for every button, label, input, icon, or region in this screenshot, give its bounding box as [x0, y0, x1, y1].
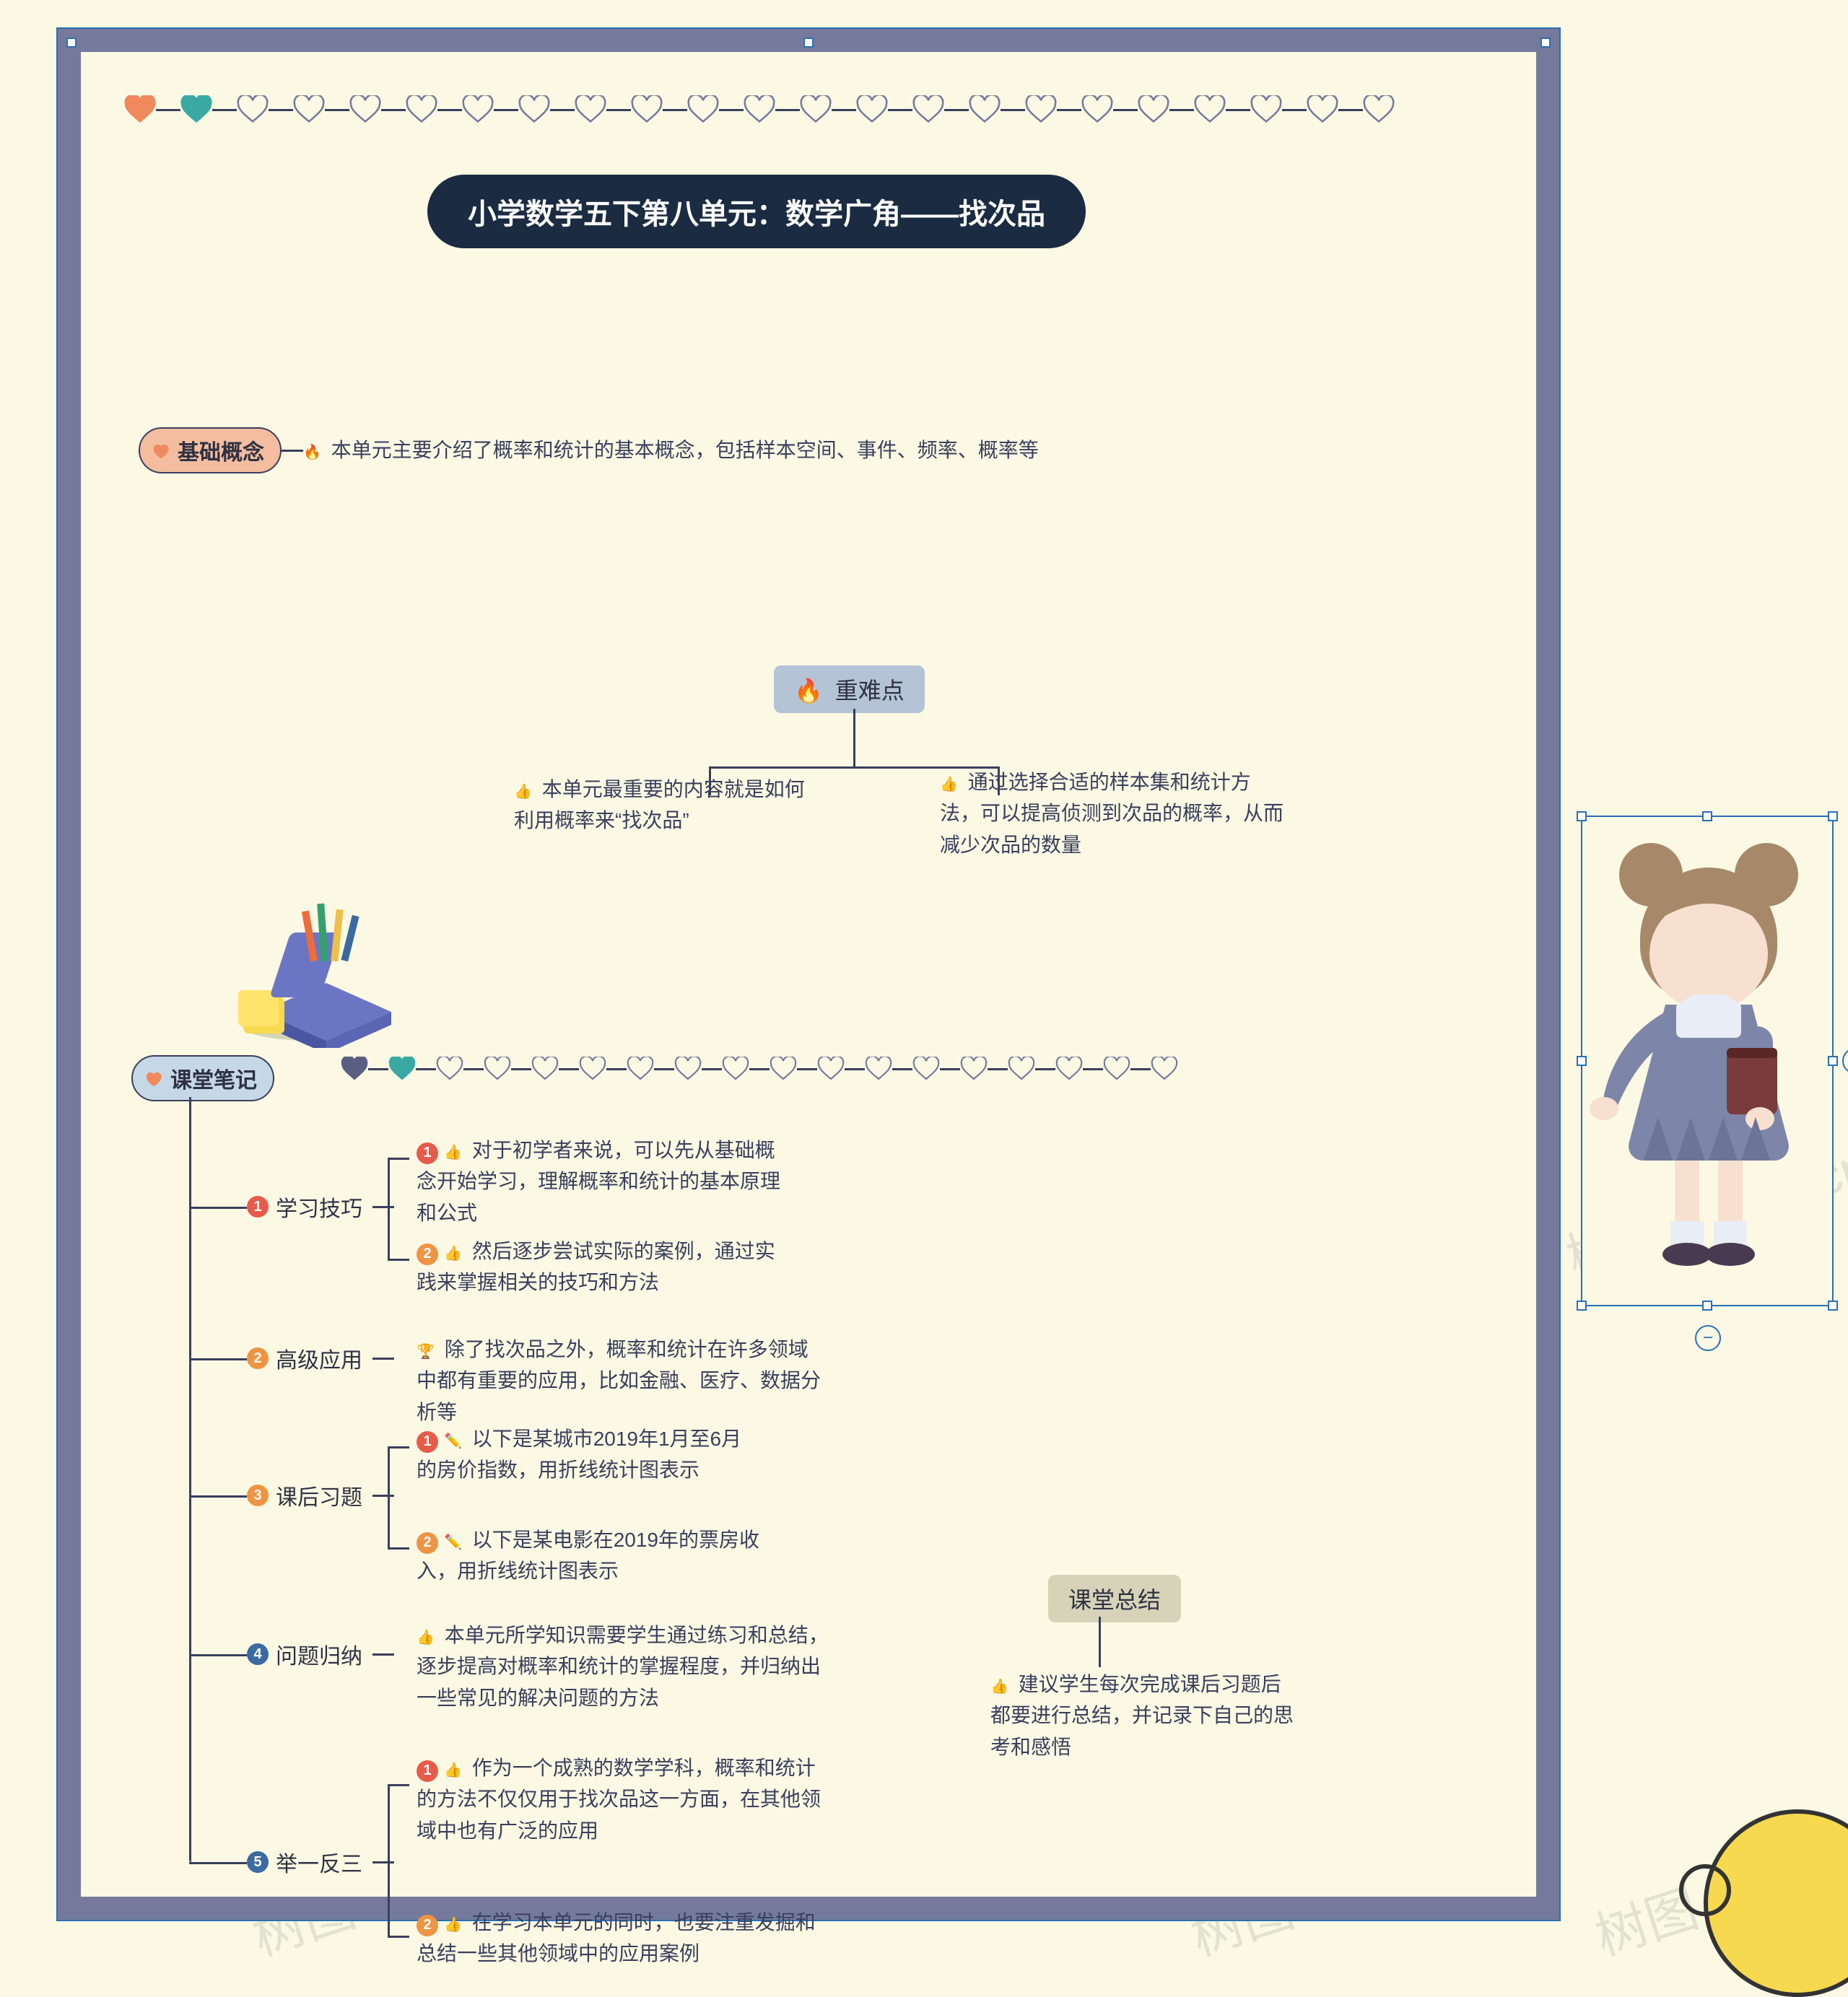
connector — [388, 1784, 409, 1786]
homework-item-2: 2✏️ 以下是某电影在2019年的票房收入，用折线统计图表示 — [417, 1524, 777, 1587]
connector — [189, 1358, 247, 1360]
selection-handle[interactable] — [1577, 811, 1587, 821]
badge-3: 3 — [247, 1485, 269, 1506]
study-item-1: 1👍 对于初学者来说，可以先从基础概念开始学习，理解概率和统计的基本原理和公式 — [417, 1135, 792, 1228]
connector — [388, 1446, 409, 1448]
connector — [189, 1654, 247, 1656]
student-girl-illustration — [1582, 817, 1835, 1279]
selection-handle[interactable] — [1702, 811, 1712, 821]
selection-handle[interactable] — [1540, 38, 1551, 48]
page-title: 小学数学五下第八单元：数学广角——找次品 — [427, 175, 1086, 248]
pencil-cup-illustration — [218, 889, 406, 1052]
heart-icon — [150, 440, 170, 460]
class-summary-leaf: 👍 建议学生每次完成课后习题后都要进行总结，并记录下自己的思考和感悟 — [990, 1669, 1294, 1762]
selection-handle[interactable] — [66, 38, 77, 48]
selection-handle[interactable] — [1702, 1301, 1712, 1311]
keypoints-label: 🔥 重难点 — [774, 665, 925, 713]
basic-label-text: 基础概念 — [178, 434, 264, 466]
connector — [388, 1158, 390, 1259]
thumb-icon: 👍 — [940, 777, 958, 792]
badge-4: 4 — [247, 1643, 269, 1665]
thumb-icon: 👍 — [444, 1145, 462, 1161]
badge-1: 1 — [247, 1196, 269, 1218]
corner-decoration — [1704, 1809, 1848, 1997]
basic-label: 基础概念 — [139, 427, 282, 473]
study-label: 学习技巧 — [276, 1191, 362, 1223]
advanced-label: 高级应用 — [276, 1342, 362, 1374]
connector — [853, 709, 855, 766]
trophy-icon: 🏆 — [417, 1344, 435, 1360]
node-homework: 3 课后习题 — [247, 1480, 394, 1511]
connector — [189, 1495, 247, 1498]
node-study: 1 学习技巧 — [247, 1191, 394, 1223]
thumb-icon: 👍 — [990, 1679, 1008, 1695]
node-extend: 5 举一反三 — [247, 1846, 394, 1878]
thumb-icon: 👍 — [444, 1246, 462, 1262]
extend-label: 举一反三 — [276, 1846, 362, 1878]
study-item-2: 2👍 然后逐步尝试实际的案例，通过实践来掌握相关的技巧和方法 — [417, 1236, 792, 1298]
section-class-summary: 课堂总结 — [1048, 1575, 1181, 1622]
connector — [388, 1158, 409, 1160]
heart-divider-notes — [341, 1057, 1178, 1081]
selection-handle[interactable] — [1828, 1056, 1838, 1066]
connector — [189, 1207, 247, 1209]
connector — [388, 1936, 409, 1938]
extend-item-1: 1👍 作为一个成熟的数学学科，概率和统计的方法不仅仅用于找次品这一方面，在其他领… — [417, 1752, 821, 1846]
pencil-icon: ✏️ — [444, 1433, 462, 1449]
add-node-button[interactable]: + — [1842, 1048, 1848, 1074]
summarize-label: 问题归纳 — [276, 1638, 362, 1670]
flame-icon: 🔥 — [794, 678, 823, 704]
section-basic: 基础概念 🔥 本单元主要介绍了概率和统计的基本概念，包括样本空间、事件、频率、概… — [139, 427, 1039, 473]
heart-icon — [143, 1068, 163, 1088]
thumb-icon: 👍 — [514, 784, 532, 800]
thumb-icon: 👍 — [444, 1917, 462, 1933]
flame-icon: 🔥 — [303, 445, 321, 460]
section-notes: 课堂笔记 — [131, 1055, 274, 1101]
connector — [388, 1784, 390, 1936]
node-advanced: 2 高级应用 — [247, 1342, 394, 1374]
selection-handle[interactable] — [1577, 1056, 1587, 1066]
badge-5: 5 — [247, 1851, 269, 1873]
keypoints-right: 👍 通过选择合适的样本集和统计方法，可以提高侦测到次品的概率，从而减少次品的数量 — [940, 766, 1286, 860]
homework-item-1: 1✏️ 以下是某城市2019年1月至6月的房价指数，用折线统计图表示 — [417, 1423, 749, 1486]
character-card[interactable] — [1581, 816, 1834, 1306]
selection-handle[interactable] — [1577, 1301, 1587, 1311]
badge-2: 2 — [247, 1347, 269, 1369]
node-summarize: 4 问题归纳 — [247, 1638, 394, 1670]
selection-handle[interactable] — [803, 38, 814, 48]
collapse-node-button[interactable]: − — [1695, 1325, 1721, 1351]
mindmap-board[interactable]: 小学数学五下第八单元：数学广角——找次品 基础概念 🔥 本单元主要介绍了概率和统… — [58, 29, 1559, 1920]
class-summary-label: 课堂总结 — [1048, 1575, 1181, 1622]
pencil-icon: ✏️ — [444, 1534, 462, 1550]
advanced-leaf: 🏆 除了找次品之外，概率和统计在许多领域中都有重要的应用，比如金融、医疗、数据分… — [417, 1334, 821, 1428]
connector — [388, 1547, 409, 1550]
connector — [388, 1259, 409, 1261]
connector — [388, 1446, 390, 1547]
basic-leaf: 🔥 本单元主要介绍了概率和统计的基本概念，包括样本空间、事件、频率、概率等 — [303, 434, 1039, 466]
thumb-icon: 👍 — [444, 1762, 462, 1778]
connector — [1099, 1617, 1101, 1667]
backbone-connector — [189, 1097, 191, 1862]
summarize-leaf: 👍 本单元所学知识需要学生通过练习和总结，逐步提高对概率和统计的掌握程度，并归纳… — [417, 1620, 835, 1713]
extend-item-2: 2👍 在学习本单元的同时，也要注重发掘和总结一些其他领域中的应用案例 — [417, 1907, 821, 1970]
connector — [189, 1862, 247, 1864]
selection-handle[interactable] — [1828, 1301, 1838, 1311]
homework-label: 课后习题 — [276, 1480, 362, 1511]
section-keypoints: 🔥 重难点 — [774, 665, 925, 713]
notes-label: 课堂笔记 — [131, 1055, 274, 1101]
thumb-icon: 👍 — [417, 1630, 435, 1646]
heart-divider-top — [124, 95, 1395, 124]
keypoints-left: 👍 本单元最重要的内容就是如何利用概率来“找次品” — [514, 774, 817, 836]
selection-handle[interactable] — [1828, 811, 1838, 821]
